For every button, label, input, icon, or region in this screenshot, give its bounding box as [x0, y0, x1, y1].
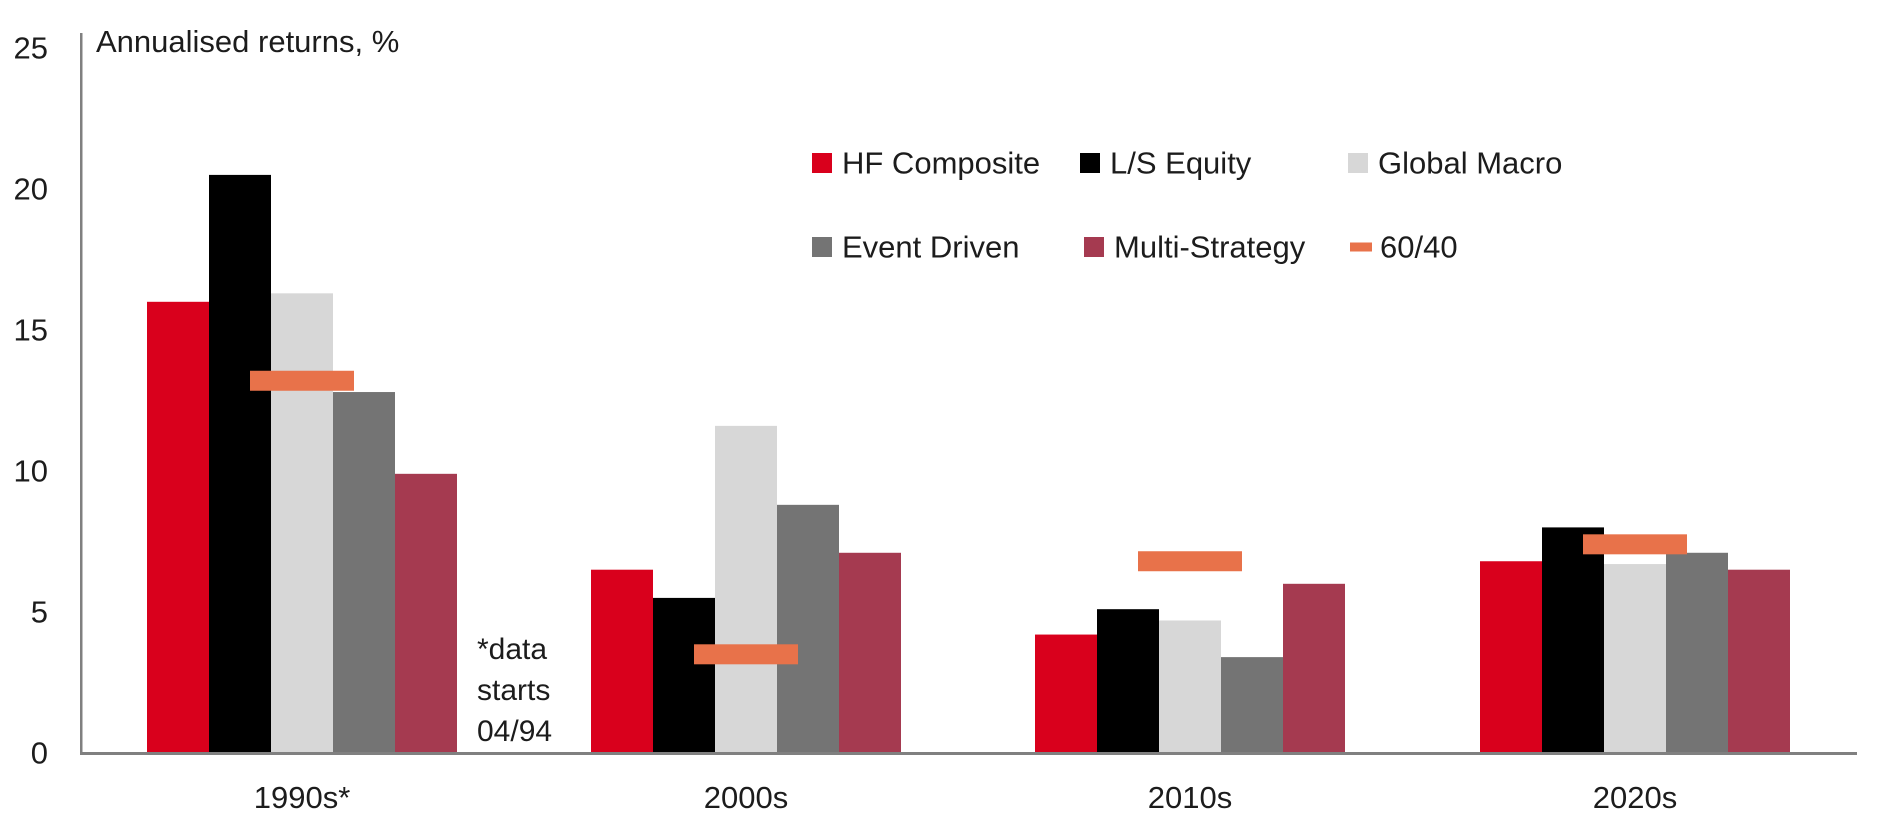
- bar: [147, 301, 209, 753]
- bar: [1480, 561, 1542, 753]
- legend-label: Multi-Strategy: [1114, 230, 1306, 265]
- x-category-label: 2020s: [1593, 780, 1677, 815]
- bar: [1097, 609, 1159, 753]
- data-start-footnote-line: 04/94: [477, 715, 552, 748]
- data-start-footnote-line: starts: [477, 674, 550, 707]
- bar: [1159, 620, 1221, 753]
- bar: [1221, 657, 1283, 753]
- bar: [209, 174, 271, 753]
- y-tick-label: 25: [14, 31, 48, 66]
- chart-title: Annualised returns, %: [96, 24, 399, 59]
- y-axis-line: [80, 33, 83, 754]
- x-category-label: 2010s: [1148, 780, 1232, 815]
- x-category-label: 2000s: [704, 780, 788, 815]
- bar: [591, 569, 653, 753]
- bar: [653, 597, 715, 753]
- y-tick-label: 5: [31, 595, 48, 630]
- legend-label: 60/40: [1380, 230, 1458, 265]
- bar: [333, 392, 395, 753]
- bar: [715, 425, 777, 753]
- legend-label: HF Composite: [842, 146, 1040, 181]
- x-category-label: 1990s*: [254, 780, 351, 815]
- legend-square-swatch: [1084, 237, 1104, 257]
- sixty-forty-dash-marker: [694, 644, 798, 665]
- bar: [1542, 527, 1604, 753]
- legend-square-swatch: [1080, 153, 1100, 173]
- legend-square-swatch: [812, 237, 832, 257]
- x-axis-line: [80, 752, 1857, 755]
- bar: [839, 552, 901, 753]
- y-tick-label: 0: [31, 736, 48, 771]
- bar: [1035, 634, 1097, 753]
- bar: [271, 293, 333, 753]
- bar: [1283, 583, 1345, 753]
- y-tick-label: 10: [14, 454, 48, 489]
- sixty-forty-dash-marker: [250, 370, 354, 391]
- legend-label: Event Driven: [842, 230, 1019, 265]
- data-start-footnote-line: *data: [477, 633, 547, 666]
- legend-label: L/S Equity: [1110, 146, 1252, 181]
- legend-square-swatch: [1348, 153, 1368, 173]
- legend-dash-swatch: [1350, 242, 1372, 252]
- y-tick-label: 20: [14, 172, 48, 207]
- legend-square-swatch: [812, 153, 832, 173]
- legend-label: Global Macro: [1378, 146, 1562, 181]
- bar: [1604, 564, 1666, 753]
- sixty-forty-dash-marker: [1138, 551, 1242, 572]
- bar: [395, 473, 457, 753]
- bar: [1728, 569, 1790, 753]
- bar: [777, 504, 839, 753]
- sixty-forty-dash-marker: [1583, 534, 1687, 555]
- bar: [1666, 552, 1728, 753]
- y-tick-label: 15: [14, 313, 48, 348]
